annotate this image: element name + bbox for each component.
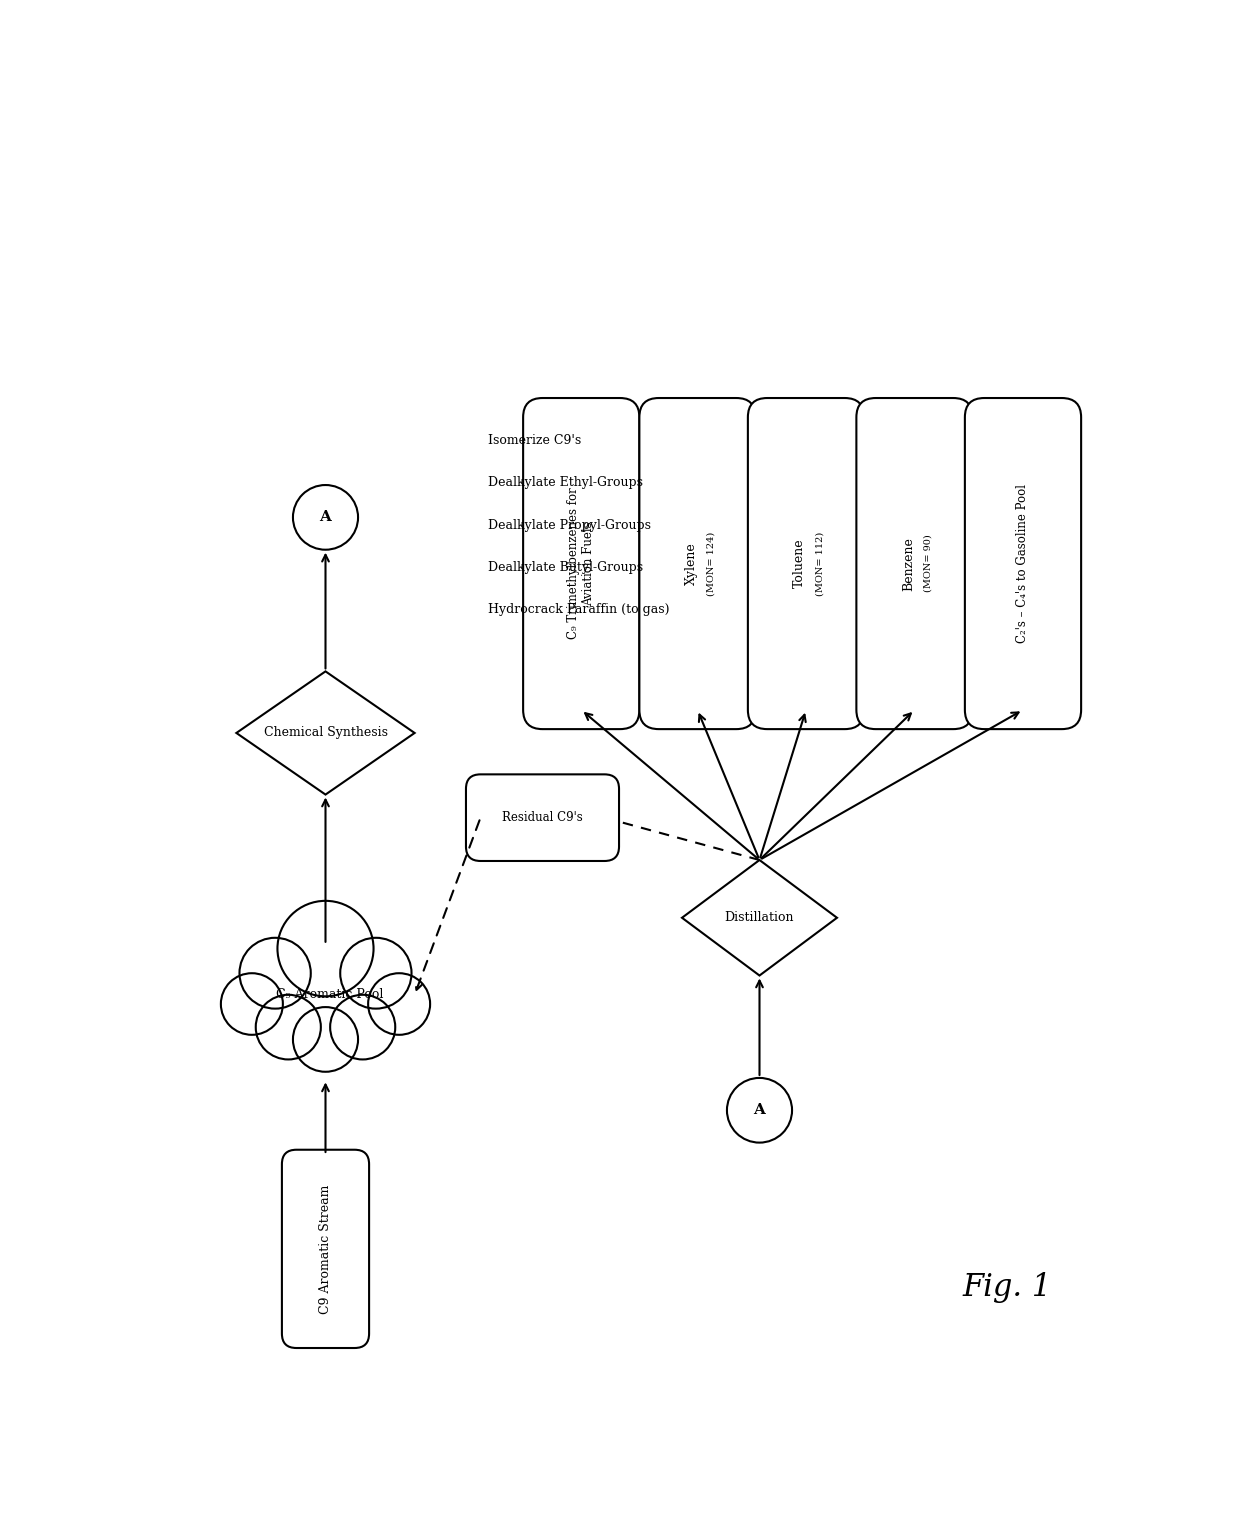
FancyBboxPatch shape: [523, 399, 640, 730]
Text: C₉ Trimethylbenzenes for
Aviation Fuels: C₉ Trimethylbenzenes for Aviation Fuels: [567, 487, 595, 639]
Text: Dealkylate Ethyl-Groups: Dealkylate Ethyl-Groups: [489, 477, 644, 489]
FancyBboxPatch shape: [748, 399, 864, 730]
Text: Xylene: Xylene: [684, 543, 698, 586]
Circle shape: [278, 901, 373, 996]
Text: Isomerize C9's: Isomerize C9's: [489, 434, 582, 448]
Text: A: A: [320, 510, 331, 524]
Text: Benzene: Benzene: [901, 537, 915, 590]
Text: C₂'s – C₄'s to Gasoline Pool: C₂'s – C₄'s to Gasoline Pool: [1017, 484, 1029, 642]
Text: Dealkylate Propyl-Groups: Dealkylate Propyl-Groups: [489, 518, 651, 532]
Text: (MON= 112): (MON= 112): [816, 532, 825, 596]
Text: Fig. 1: Fig. 1: [963, 1272, 1052, 1303]
Circle shape: [727, 1078, 792, 1142]
Text: C9 Aromatic Stream: C9 Aromatic Stream: [319, 1183, 332, 1314]
Circle shape: [239, 938, 311, 1009]
FancyBboxPatch shape: [965, 399, 1081, 730]
Circle shape: [255, 995, 321, 1059]
Text: Distillation: Distillation: [724, 911, 795, 924]
Text: Toluene: Toluene: [794, 538, 806, 589]
Circle shape: [241, 911, 410, 1079]
Text: A: A: [754, 1104, 765, 1118]
Text: Residual C9's: Residual C9's: [502, 811, 583, 825]
FancyBboxPatch shape: [640, 399, 755, 730]
Text: Hydrocrack Paraffin (to gas): Hydrocrack Paraffin (to gas): [489, 604, 670, 616]
Text: Dealkylate Butyl-Groups: Dealkylate Butyl-Groups: [489, 561, 644, 573]
Circle shape: [330, 995, 396, 1059]
Circle shape: [340, 938, 412, 1009]
Polygon shape: [682, 860, 837, 975]
FancyBboxPatch shape: [281, 1150, 370, 1348]
Circle shape: [293, 1007, 358, 1072]
Text: Chemical Synthesis: Chemical Synthesis: [263, 727, 387, 739]
Polygon shape: [237, 671, 414, 794]
Text: (MON= 90): (MON= 90): [924, 535, 932, 592]
Text: C₉ Aromatic Pool: C₉ Aromatic Pool: [275, 989, 383, 1001]
Circle shape: [293, 484, 358, 550]
FancyBboxPatch shape: [857, 399, 972, 730]
Text: (MON= 124): (MON= 124): [707, 532, 715, 596]
Circle shape: [368, 973, 430, 1035]
Circle shape: [221, 973, 283, 1035]
FancyBboxPatch shape: [466, 774, 619, 862]
